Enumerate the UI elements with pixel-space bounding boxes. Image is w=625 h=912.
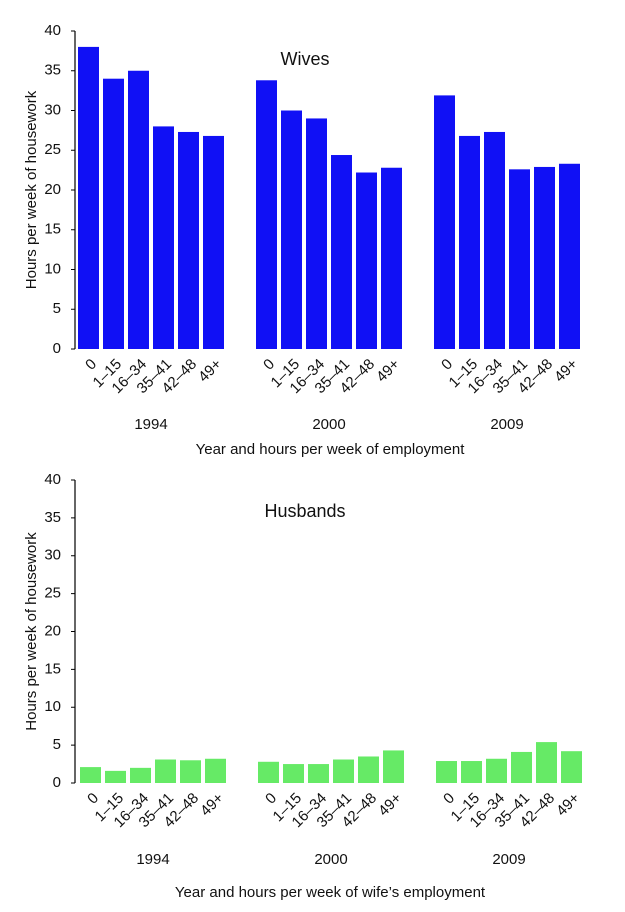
x-tick-label: 49+ <box>551 355 581 385</box>
y-tick-label: 35 <box>44 62 61 79</box>
bar <box>256 80 277 349</box>
bar <box>561 751 582 783</box>
bar <box>559 163 580 349</box>
bar <box>331 155 352 349</box>
group-label: 1994 <box>134 416 167 433</box>
x-tick-label: 49+ <box>553 789 583 819</box>
x-axis-label: Year and hours per week of employment <box>196 441 466 458</box>
bar <box>205 758 226 783</box>
bar <box>130 767 151 783</box>
y-tick-label: 25 <box>44 141 61 158</box>
y-tick-label: 30 <box>44 101 61 118</box>
bar <box>461 761 482 783</box>
y-tick-label: 15 <box>44 221 61 238</box>
bar <box>128 70 149 349</box>
group-label: 2009 <box>492 851 525 868</box>
y-tick-label: 10 <box>44 698 61 715</box>
bar <box>281 110 302 349</box>
bar <box>153 126 174 350</box>
y-tick-label: 0 <box>53 340 61 357</box>
bar <box>356 172 377 349</box>
bar <box>383 750 404 783</box>
bar <box>80 767 101 783</box>
bar <box>258 761 279 783</box>
y-tick-label: 20 <box>44 181 61 198</box>
y-tick-label: 25 <box>44 585 61 602</box>
bar <box>105 770 126 783</box>
group-label: 2000 <box>312 416 345 433</box>
bar <box>358 756 379 783</box>
y-tick-label: 10 <box>44 260 61 277</box>
bar <box>534 166 555 349</box>
x-tick-label: 49+ <box>197 789 227 819</box>
bar <box>536 742 557 783</box>
bar <box>381 167 402 349</box>
y-tick-label: 35 <box>44 509 61 526</box>
chart-title: Husbands <box>264 501 345 521</box>
bar <box>484 131 505 349</box>
bar <box>434 95 455 350</box>
bar <box>78 46 99 350</box>
bar <box>486 758 507 783</box>
x-tick-label: 49+ <box>195 355 225 385</box>
y-axis-label: Hours per week of housework <box>23 532 40 731</box>
y-tick-label: 40 <box>44 22 61 39</box>
bar <box>178 131 199 349</box>
bar <box>103 78 124 349</box>
group-label: 2009 <box>490 416 523 433</box>
group-label: 1994 <box>136 851 169 868</box>
chart: 0 5 10 15 20 25 30 35 40 Husbands Hours per week o… <box>23 471 583 901</box>
y-axis-label: Hours per week of housework <box>23 90 40 289</box>
bar <box>203 135 224 349</box>
group-label: 2000 <box>314 851 347 868</box>
bar <box>459 135 480 349</box>
bar <box>509 169 530 349</box>
y-tick-label: 5 <box>53 300 61 317</box>
x-axis-label: Year and hours per week of wife’s employ… <box>175 884 486 901</box>
chart-title: Wives <box>281 49 330 69</box>
y-tick-label: 30 <box>44 547 61 564</box>
bar <box>511 751 532 783</box>
x-tick-label: 49+ <box>375 789 405 819</box>
bar <box>155 759 176 783</box>
bar <box>436 761 457 783</box>
y-tick-label: 20 <box>44 622 61 639</box>
y-tick-label: 15 <box>44 660 61 677</box>
x-tick-label: 49+ <box>373 355 403 385</box>
chart: 0 5 10 15 20 25 30 35 40 Wives Hours per week of h… <box>23 22 581 458</box>
y-tick-label: 0 <box>53 774 61 791</box>
y-tick-label: 40 <box>44 471 61 488</box>
bar <box>308 764 329 783</box>
bar <box>283 764 304 783</box>
bar <box>306 118 327 349</box>
bar <box>180 760 201 783</box>
bar <box>333 759 354 783</box>
y-tick-label: 5 <box>53 736 61 753</box>
